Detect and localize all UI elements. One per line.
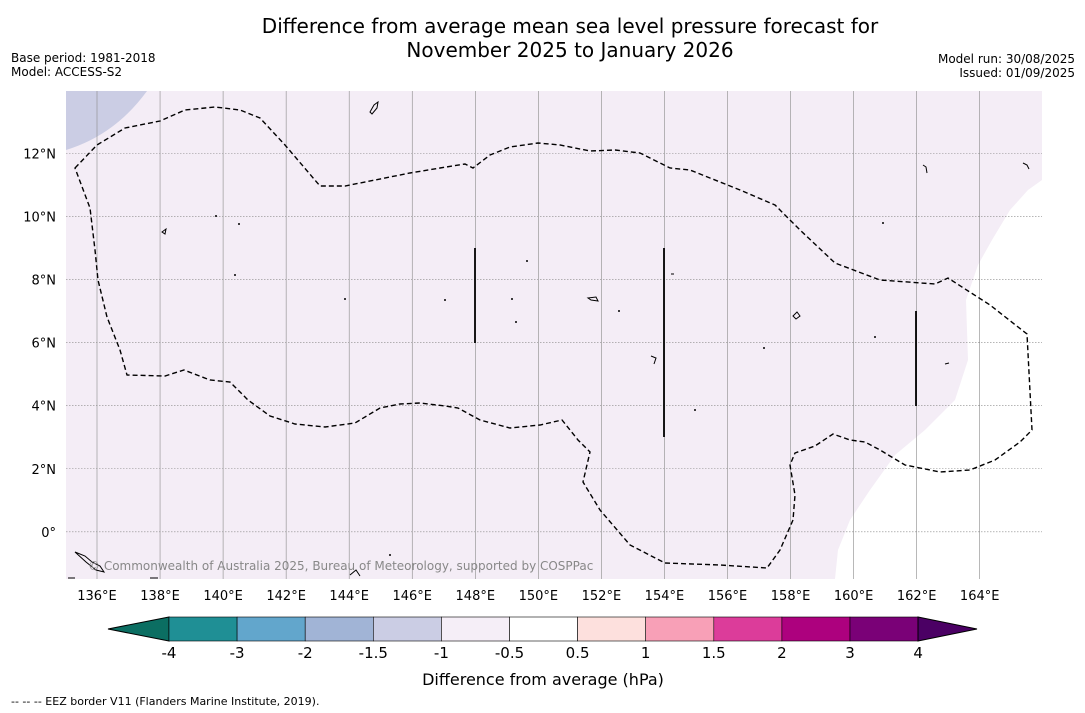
colorbar-tick-label: -4 bbox=[162, 644, 177, 662]
longitude-label: 154°E bbox=[645, 589, 685, 604]
latitude-label: 2°N bbox=[32, 463, 57, 478]
islands bbox=[68, 100, 1030, 579]
base-period: Base period: 1981-2018 bbox=[11, 51, 156, 65]
eez-border bbox=[74, 106, 1033, 569]
footnote: -- -- -- EEZ border V11 (Flanders Marine… bbox=[11, 695, 320, 708]
map-title: Difference from average mean sea level p… bbox=[0, 14, 1085, 62]
model-name: Model: ACCESS-S2 bbox=[11, 65, 123, 79]
longitude-label: 140°E bbox=[203, 589, 243, 604]
longitude-label: 138°E bbox=[140, 589, 180, 604]
longitude-label: 164°E bbox=[960, 589, 1000, 604]
title-line-2: November 2025 to January 2026 bbox=[406, 38, 734, 62]
colorbar-tick-label: -0.5 bbox=[495, 644, 524, 662]
longitude-label: 160°E bbox=[834, 589, 874, 604]
colorbar-cell bbox=[168, 616, 238, 642]
colorbar-tick-label: 3 bbox=[845, 644, 855, 662]
latitude-label: 12°N bbox=[23, 148, 56, 163]
colorbar-tick-label: 0.5 bbox=[566, 644, 590, 662]
colorbar-cell bbox=[304, 616, 374, 642]
title-line-1: Difference from average mean sea level p… bbox=[261, 14, 879, 38]
colorbar-cell bbox=[372, 616, 442, 642]
field-lavender bbox=[66, 91, 147, 150]
longitude-label: 152°E bbox=[582, 589, 622, 604]
longitude-label: 148°E bbox=[456, 589, 496, 604]
copyright-text: © Commonwealth of Australia 2025, Bureau… bbox=[88, 559, 593, 573]
islets bbox=[215, 215, 884, 556]
latitude-label: 10°N bbox=[23, 211, 56, 226]
colorbar-cell bbox=[509, 616, 578, 642]
longitude-labels: 136°E 138°E 140°E 142°E 144°E 146°E 148°E 150°E… bbox=[77, 589, 999, 604]
longitude-label: 158°E bbox=[771, 589, 811, 604]
longitude-label: 144°E bbox=[329, 589, 369, 604]
colorbar-tick-label: 2 bbox=[777, 644, 787, 662]
colorbar-cell bbox=[849, 616, 919, 642]
colorbar-cell bbox=[236, 616, 306, 642]
latitude-label: 8°N bbox=[32, 274, 57, 289]
model-run: Model run: 30/08/2025 bbox=[937, 52, 1075, 66]
latitude-label: 4°N bbox=[32, 400, 57, 415]
colorbar-cell bbox=[577, 616, 646, 642]
colorbar-cell bbox=[781, 616, 851, 642]
latitude-label: 6°N bbox=[32, 337, 57, 352]
colorbar-tick-label: 1 bbox=[641, 644, 651, 662]
issued-date: Issued: 01/09/2025 bbox=[959, 66, 1075, 80]
colorbar-under-arrow bbox=[107, 616, 170, 642]
colorbar-tick-labels: -4 -3 -2 -1.5 -1 -0.5 0.5 1 1.5 2 3 4 bbox=[162, 644, 923, 662]
colorbar-cell bbox=[645, 616, 715, 642]
colorbar-tick-label: -1.5 bbox=[359, 644, 388, 662]
meta-left: Base period: 1981-2018 Model: ACCESS-S2 bbox=[11, 51, 156, 79]
colorbar: -4 -3 -2 -1.5 -1 -0.5 0.5 1 1.5 2 3 4 Difference fr… bbox=[107, 616, 978, 689]
colorbar-cells bbox=[168, 616, 919, 642]
colorbar-cell bbox=[441, 616, 510, 642]
colorbar-tick-label: -2 bbox=[298, 644, 313, 662]
meta-right: Model run: 30/08/2025 Issued: 01/09/2025 bbox=[938, 52, 1075, 80]
colorbar-title: Difference from average (hPa) bbox=[422, 670, 664, 689]
longitude-label: 156°E bbox=[708, 589, 748, 604]
map-area: © Commonwealth of Australia 2025, Bureau… bbox=[66, 91, 1042, 579]
colorbar-cell bbox=[713, 616, 783, 642]
latitude-labels: 12°N 10°N 8°N 6°N 4°N 2°N 0° bbox=[23, 148, 56, 541]
colorbar-tick-label: 1.5 bbox=[702, 644, 726, 662]
longitude-label: 146°E bbox=[392, 589, 432, 604]
colorbar-tick-label: -1 bbox=[434, 644, 449, 662]
longitude-label: 162°E bbox=[897, 589, 937, 604]
longitude-label: 142°E bbox=[266, 589, 306, 604]
colorbar-over-arrow bbox=[917, 616, 978, 642]
longitude-label: 136°E bbox=[77, 589, 117, 604]
colorbar-tick-label: 4 bbox=[913, 644, 923, 662]
longitude-label: 150°E bbox=[519, 589, 559, 604]
latitude-label: 0° bbox=[41, 526, 56, 541]
colorbar-tick-label: -3 bbox=[230, 644, 245, 662]
